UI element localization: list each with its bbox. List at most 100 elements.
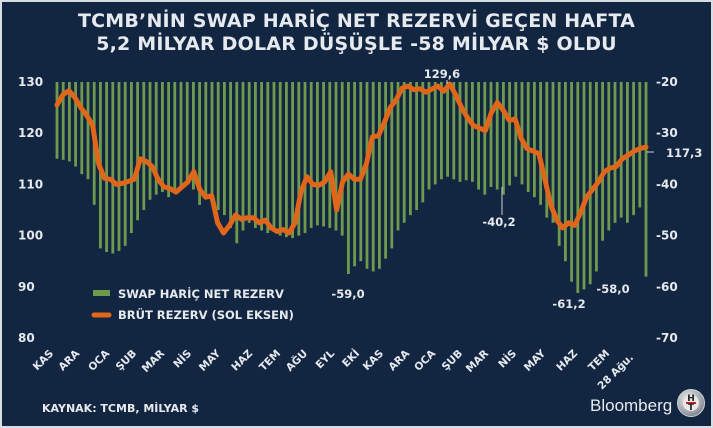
legend-bar-swatch (93, 290, 110, 296)
bar (402, 82, 406, 223)
ht-logo-icon: H T (677, 389, 705, 417)
bar (297, 82, 301, 236)
bar (111, 82, 115, 254)
left-tick-label: 130 (18, 75, 43, 89)
bar (86, 82, 90, 180)
legend-label-gross-reserve: BRÜT REZERV (SOL EKSEN) (118, 307, 294, 322)
bar (55, 82, 59, 159)
bar (266, 82, 270, 234)
bar (378, 82, 381, 269)
legend: SWAP HARİÇ NET REZERV BRÜT REZERV (SOL E… (91, 286, 294, 322)
data-label: -59,0 (331, 287, 364, 301)
bar (495, 82, 499, 190)
bar (638, 82, 642, 208)
bar (61, 82, 65, 160)
bar (365, 82, 369, 269)
bar (80, 82, 84, 175)
bar (117, 82, 121, 251)
bar (390, 82, 394, 249)
bar (595, 82, 598, 272)
bar (539, 82, 542, 205)
x-tick-label: EYL (313, 347, 337, 371)
bar (564, 82, 567, 262)
left-axis: 130 120 110 100 90 80 (18, 75, 43, 345)
left-tick-label: 100 (18, 229, 43, 243)
right-tick-label: -70 (656, 331, 678, 345)
left-tick-label: 90 (18, 280, 35, 294)
bar (179, 82, 183, 187)
x-tick-label: OCA (412, 347, 439, 374)
bar (204, 82, 208, 195)
data-label: 129,6 (424, 67, 460, 81)
bar (613, 82, 617, 223)
bar (192, 82, 195, 190)
bar (409, 82, 412, 216)
bar (421, 82, 425, 203)
bar (644, 82, 648, 277)
bar (576, 82, 580, 293)
right-axis: -20 -30 -40 -50 -60 -70 (656, 75, 678, 345)
bar (458, 82, 462, 182)
bar (309, 82, 313, 228)
logo-bar (686, 402, 696, 404)
bar (241, 82, 245, 231)
bloomberg-logo: Bloomberg (590, 396, 673, 415)
bar (433, 82, 437, 185)
bar (601, 82, 604, 241)
x-tick-label: AĞU (283, 347, 310, 374)
x-tick-label: ARA (56, 347, 82, 373)
bar (353, 82, 356, 267)
data-label: 117,3 (666, 146, 702, 160)
bar (570, 82, 573, 282)
x-tick-label: MAY (197, 347, 224, 374)
bar (260, 82, 263, 231)
x-tick-label: HAZ (554, 347, 580, 373)
gross-reserve-line (54, 81, 649, 236)
bar (74, 82, 77, 167)
bar (502, 82, 505, 195)
bar (471, 82, 474, 182)
x-tick-label: TEM (257, 348, 283, 374)
bar (371, 82, 375, 272)
left-tick-label: 110 (18, 177, 43, 191)
bar (136, 82, 139, 221)
x-tick-label: NİS (495, 346, 519, 370)
bar (619, 82, 623, 218)
bar (154, 82, 158, 195)
bar (142, 82, 146, 210)
x-tick-label: ŞUB (440, 348, 466, 374)
bar (632, 82, 635, 216)
bar (545, 82, 549, 218)
x-tick-label: KAS (361, 348, 386, 373)
bar (216, 82, 220, 210)
right-tick-label: -60 (656, 280, 678, 294)
bar (185, 82, 189, 185)
bars-group (55, 82, 648, 293)
bar (235, 82, 239, 244)
x-tick-label: MAR (140, 348, 167, 375)
title-line-2: 5,2 MİLYAR DOLAR DÜŞÜŞLE -58 MİLYAR $ OL… (96, 33, 617, 55)
bar (272, 82, 276, 232)
bar (316, 82, 319, 226)
x-tick-label: OCA (86, 347, 113, 374)
bar (607, 82, 611, 231)
bar (198, 82, 201, 205)
bar (477, 82, 480, 190)
x-tick-label: KAS (31, 348, 56, 373)
bar (303, 82, 307, 234)
bar (247, 82, 251, 223)
bar (557, 82, 561, 246)
left-tick-label: 120 (18, 126, 43, 140)
line-group (54, 81, 649, 236)
data-label: -58,0 (596, 282, 629, 296)
bar (440, 82, 443, 180)
bar (105, 82, 108, 252)
bar (130, 82, 133, 234)
bar (427, 82, 431, 190)
bar (167, 82, 170, 198)
bar (278, 82, 282, 236)
x-tick-label: NİS (170, 346, 194, 370)
